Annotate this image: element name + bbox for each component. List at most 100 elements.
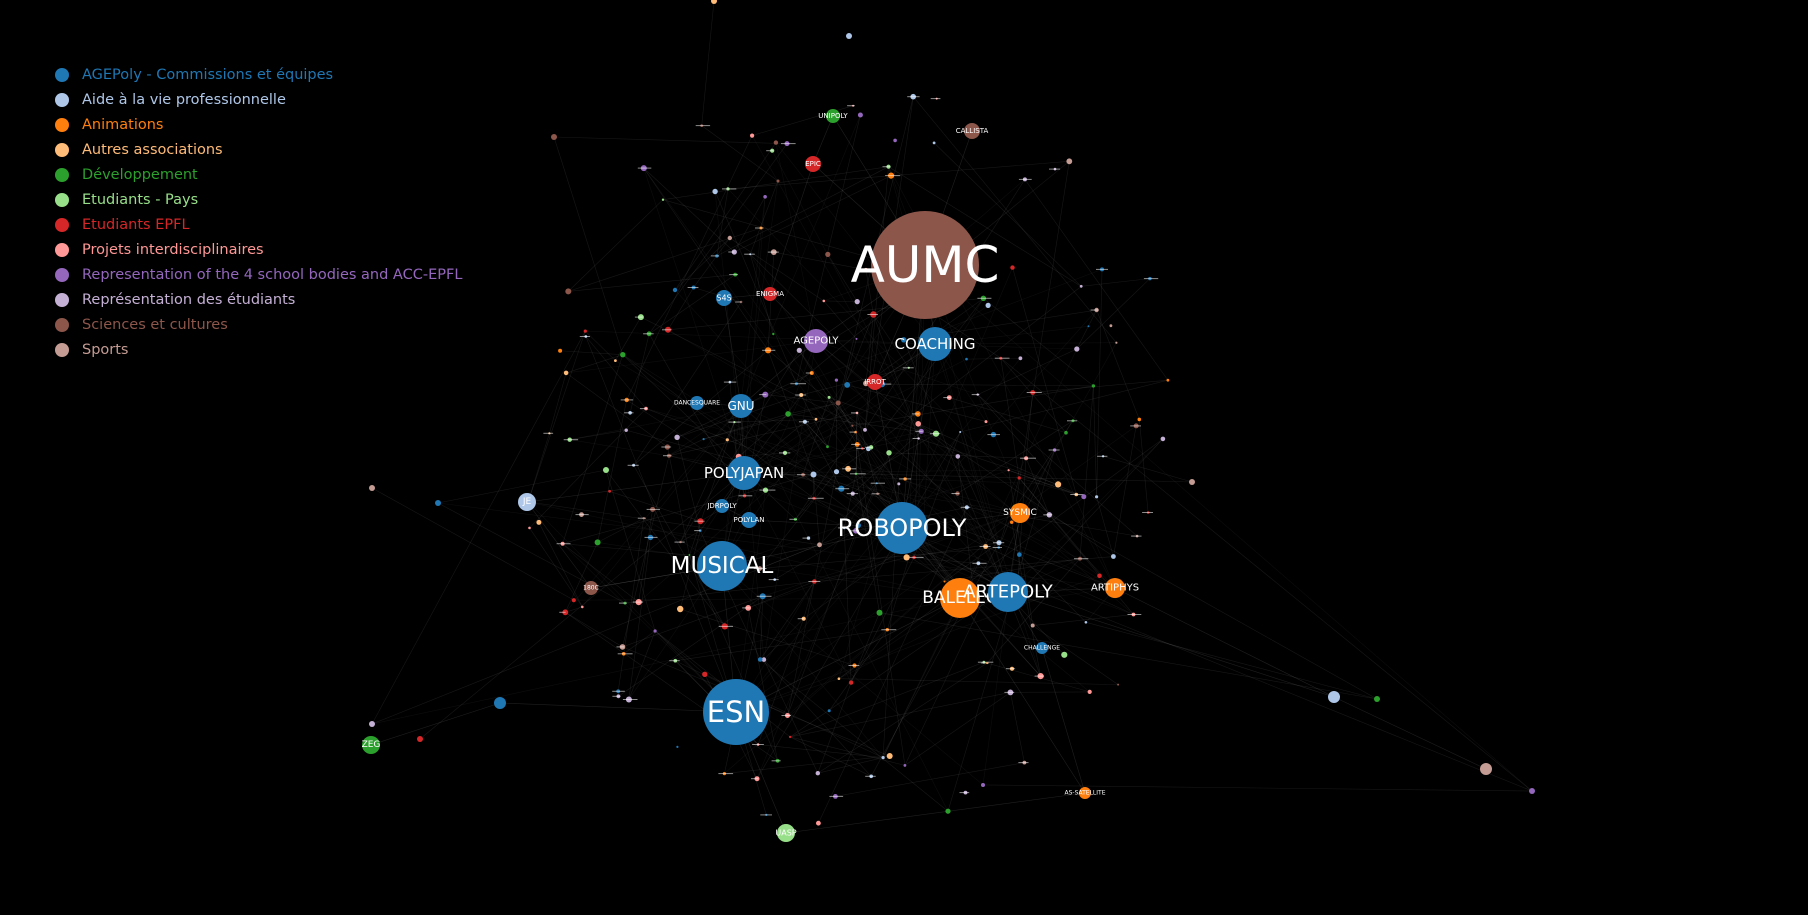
graph-node-minor[interactable] — [788, 735, 792, 739]
graph-node-minor[interactable] — [603, 467, 609, 473]
graph-node-minor[interactable] — [854, 299, 860, 305]
graph-node-minor[interactable] — [1066, 158, 1073, 165]
legend-item[interactable]: Representation of the 4 school bodies an… — [55, 262, 462, 287]
graph-node-minor[interactable] — [827, 709, 831, 713]
graph-node-minor[interactable] — [827, 395, 831, 399]
graph-node-minor[interactable] — [984, 420, 988, 424]
graph-node-minor[interactable] — [750, 133, 755, 138]
graph-node-minor[interactable] — [1137, 417, 1142, 422]
graph-node-minor[interactable] — [903, 554, 910, 561]
graph-node-minor[interactable] — [1111, 554, 1116, 559]
graph-node-minor[interactable] — [876, 609, 883, 616]
graph-node-minor[interactable] — [702, 671, 708, 677]
graph-node-minor[interactable] — [886, 753, 893, 759]
legend-item[interactable]: Représentation des étudiants — [55, 287, 462, 312]
graph-node[interactable]: SYSMIC — [1003, 503, 1037, 523]
graph-node-minor[interactable] — [565, 288, 572, 295]
graph-node-minor[interactable] — [855, 337, 858, 340]
graph-node-minor[interactable] — [1529, 788, 1535, 794]
graph-node-minor[interactable] — [1030, 623, 1035, 628]
graph-node-minor[interactable] — [833, 469, 840, 475]
legend-item[interactable]: Animations — [55, 112, 462, 137]
graph-node-minor[interactable] — [864, 267, 868, 272]
graph-node-minor[interactable] — [817, 542, 822, 548]
legend-item[interactable]: AGEPoly - Commissions et équipes — [55, 62, 462, 87]
graph-node-minor[interactable] — [620, 352, 626, 358]
graph-node[interactable]: POLYLAN — [733, 512, 765, 528]
graph-node-minor[interactable] — [810, 471, 817, 478]
graph-node-minor[interactable] — [915, 421, 921, 427]
graph-node-minor[interactable] — [816, 820, 821, 826]
graph-node-minor[interactable] — [702, 438, 705, 441]
graph-node-minor[interactable] — [653, 629, 657, 633]
legend-item[interactable]: Etudiants - Pays — [55, 187, 462, 212]
graph-node-minor[interactable] — [1084, 621, 1088, 624]
graph-node-minor[interactable] — [1091, 384, 1096, 388]
graph-node-minor[interactable] — [848, 680, 854, 685]
graph-node-minor[interactable] — [1017, 476, 1021, 480]
graph-node-minor[interactable] — [943, 580, 946, 583]
graph-node-minor[interactable] — [1079, 284, 1083, 288]
graph-node-minor[interactable] — [536, 519, 542, 525]
graph-node-minor[interactable] — [785, 411, 791, 417]
graph-node-minor[interactable] — [1074, 346, 1080, 352]
graph-node-minor[interactable] — [563, 370, 569, 376]
graph-node-minor[interactable] — [725, 438, 729, 442]
graph-node-minor[interactable] — [932, 141, 936, 145]
graph-node-minor[interactable] — [772, 332, 775, 336]
graph-node-minor[interactable] — [1007, 469, 1010, 472]
graph-node-minor[interactable] — [1115, 341, 1118, 344]
graph-node-minor[interactable] — [712, 188, 718, 195]
graph-node-minor[interactable] — [815, 771, 820, 776]
graph-node[interactable]: BALELEC — [922, 578, 998, 618]
graph-node-minor[interactable] — [959, 431, 962, 433]
graph-node-minor[interactable] — [763, 195, 767, 199]
graph-node-minor[interactable] — [886, 450, 892, 456]
graph-node-minor[interactable] — [863, 428, 867, 432]
legend-item[interactable]: Autres associations — [55, 137, 462, 162]
graph-node[interactable]: CALLISTA — [956, 123, 989, 139]
graph-node-minor[interactable] — [676, 745, 679, 749]
graph-node[interactable]: ENIGMA — [756, 287, 784, 301]
graph-node-minor[interactable] — [551, 134, 557, 140]
graph-node[interactable] — [1480, 763, 1492, 775]
graph-node-minor[interactable] — [826, 445, 829, 449]
graph-node-minor[interactable] — [773, 140, 779, 145]
graph-node-minor[interactable] — [608, 489, 611, 493]
legend-item[interactable]: Etudiants EPFL — [55, 212, 462, 237]
graph-node-minor[interactable] — [837, 677, 841, 680]
graph-node-minor[interactable] — [731, 249, 737, 255]
graph-node-minor[interactable] — [1117, 683, 1120, 686]
graph-node-minor[interactable] — [1087, 325, 1090, 328]
graph-node-minor[interactable] — [727, 235, 732, 241]
graph-node-minor[interactable] — [672, 287, 678, 293]
graph-node[interactable]: ROBOPOLY — [838, 502, 967, 554]
graph-node[interactable]: AUMC — [851, 211, 1000, 319]
graph-node-minor[interactable] — [981, 783, 985, 787]
graph-node-minor[interactable] — [893, 138, 897, 143]
graph-node-minor[interactable] — [417, 736, 423, 742]
graph-node-minor[interactable] — [761, 657, 767, 662]
graph-node-minor[interactable] — [881, 756, 885, 760]
graph-node-minor[interactable] — [822, 299, 826, 303]
graph-node-minor[interactable] — [369, 721, 375, 727]
graph-node[interactable]: MUSICAL — [671, 541, 774, 591]
graph-node[interactable]: 180C — [583, 581, 599, 595]
graph-node[interactable]: ESN — [703, 679, 769, 745]
graph-node-minor[interactable] — [835, 400, 841, 406]
graph-node-minor[interactable] — [985, 302, 991, 308]
graph-node-minor[interactable] — [901, 337, 907, 343]
graph-node-minor[interactable] — [1160, 436, 1166, 442]
graph-node[interactable]: COACHING — [894, 327, 976, 361]
graph-node[interactable]: AS-SATELLITE — [1064, 787, 1106, 799]
graph-node-minor[interactable] — [1097, 573, 1102, 579]
graph-node-minor[interactable] — [677, 605, 684, 613]
graph-node[interactable]: ARTEPOLY — [963, 572, 1054, 612]
graph-node-minor[interactable] — [674, 434, 680, 440]
graph-node-minor[interactable] — [1055, 481, 1062, 488]
graph-node-minor[interactable] — [834, 378, 839, 382]
graph-node-minor[interactable] — [897, 482, 901, 486]
graph-node[interactable]: JE — [518, 493, 536, 511]
graph-node-minor[interactable] — [1061, 651, 1068, 658]
graph-node-minor[interactable] — [814, 417, 818, 421]
